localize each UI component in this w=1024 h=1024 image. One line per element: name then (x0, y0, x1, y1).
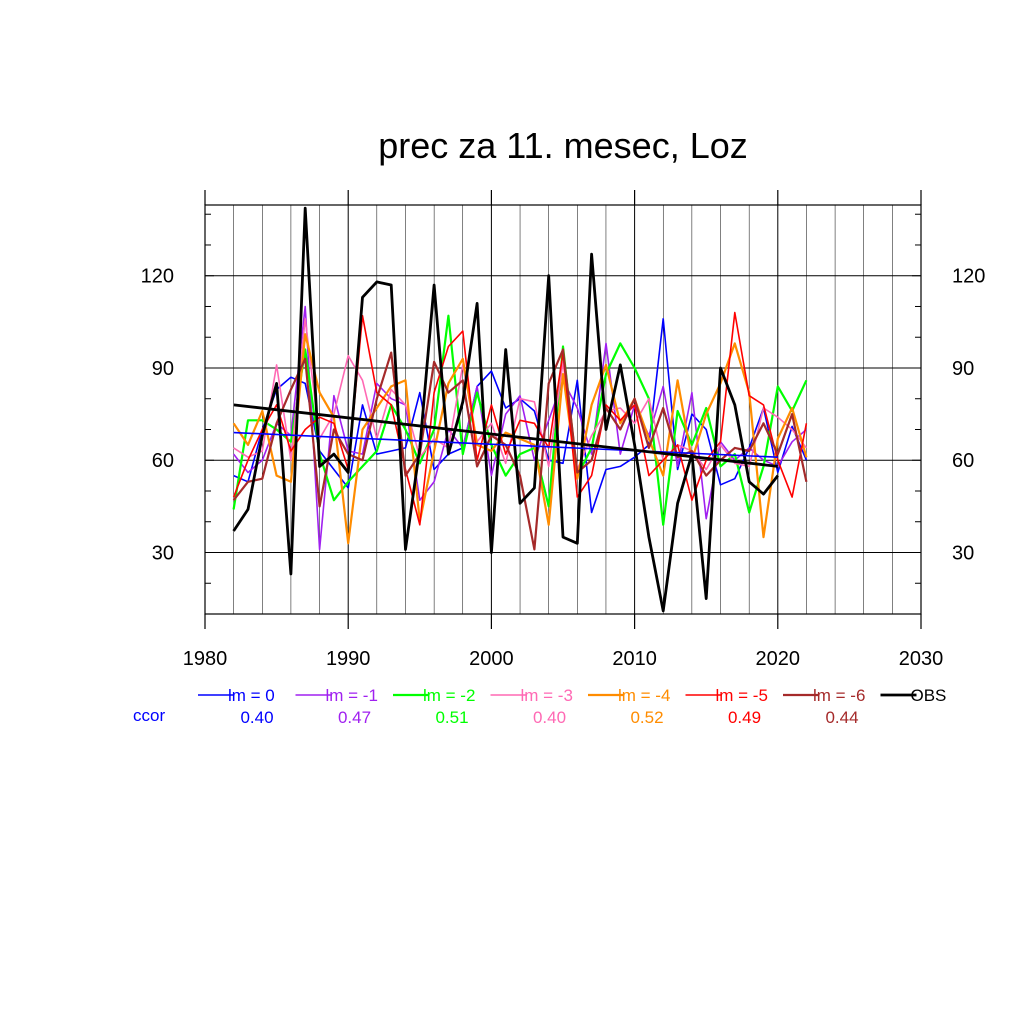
x-tick-label: 1980 (183, 648, 228, 670)
axes: 1980 1990 2000 2010 2020 2030 30 30 60 60 90 90 120 1… (141, 190, 985, 670)
chart-title: prec za 11. mesec, Loz (378, 125, 748, 166)
y-tick-label-right: 90 (952, 358, 974, 380)
series-line-7 (232, 206, 779, 613)
ccor-value-0: 0.40 (240, 708, 273, 727)
ccor-value-6: 0.44 (825, 708, 858, 727)
x-tick-label: 2020 (756, 648, 801, 670)
ccor-value-1: 0.47 (338, 708, 371, 727)
plot-frame (204, 204, 922, 615)
series-layer (232, 206, 808, 613)
ccor-value-3: 0.40 (533, 708, 566, 727)
y-tick-label-right: 30 (952, 542, 974, 564)
series-line-1 (232, 305, 807, 551)
trend-line-1 (233, 403, 778, 468)
series-line-4 (232, 333, 808, 545)
x-tick-label: 1990 (326, 648, 371, 670)
x-tick-label: 2010 (612, 648, 657, 670)
legend-label-7: OBS (911, 686, 947, 705)
y-tick-label-left: 30 (152, 542, 174, 564)
ccor-label: ccor (133, 706, 165, 725)
series-line-2 (232, 314, 808, 526)
legend-label-1: lm = -1 (326, 686, 378, 705)
x-tick-label: 2030 (899, 648, 944, 670)
legend-label-5: lm = -5 (716, 686, 768, 705)
legend-label-4: lm = -4 (618, 686, 670, 705)
legend-label-2: lm = -2 (423, 686, 475, 705)
legend-label-6: lm = -6 (813, 686, 865, 705)
legend: lm = 0 0.40 lm = -1 0.47 lm = -2 0.51 lm = -3 0… (133, 686, 946, 727)
series-line-6 (232, 348, 808, 551)
x-tick-label: 2000 (469, 648, 514, 670)
y-tick-label-left: 120 (141, 266, 174, 288)
series-line-3 (233, 317, 808, 471)
ccor-value-5: 0.49 (728, 708, 761, 727)
y-tick-label-right: 120 (952, 266, 985, 288)
legend-label-0: lm = 0 (228, 686, 275, 705)
ccor-value-4: 0.52 (630, 708, 663, 727)
y-tick-label-left: 90 (152, 358, 174, 380)
ccor-value-2: 0.51 (435, 708, 468, 727)
legend-label-3: lm = -3 (521, 686, 573, 705)
y-tick-label-left: 60 (152, 450, 174, 472)
y-tick-label-right: 60 (952, 450, 974, 472)
trend-line-0 (233, 431, 778, 458)
